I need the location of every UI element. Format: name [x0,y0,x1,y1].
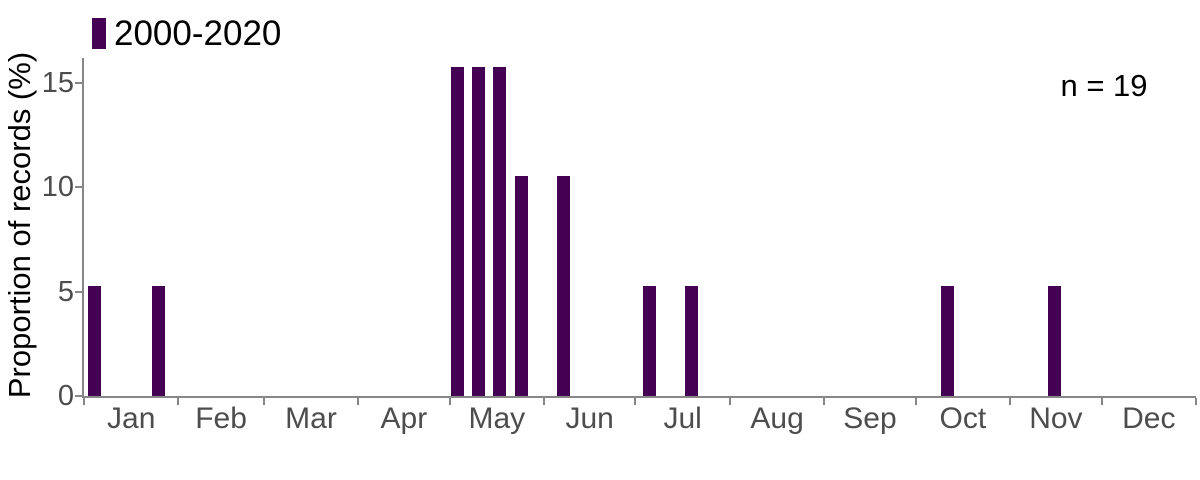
x-axis-label: Dec [1122,402,1176,435]
x-axis-tick [1195,398,1197,405]
bar [88,286,102,396]
x-axis-tick [448,398,451,405]
x-axis-tick [83,398,85,405]
x-axis-label: Sep [843,402,897,435]
x-axis-label: Mar [285,402,337,435]
y-axis-tick [75,186,82,189]
y-axis-tick-label: 15 [41,67,74,99]
plot-area: Jan Feb Mar Apr May Jun Jul Aug Sep Oct Nov Dec 0 5 10… [42,58,1197,435]
x-axis-tick [634,398,637,405]
bar [1047,286,1061,396]
x-axis-label: Jul [663,402,702,435]
y-axis-tick [75,290,82,293]
x-axis-tick [1009,398,1012,405]
y-axis-tick-label: 0 [57,380,74,412]
x-axis-label: Jun [565,402,614,435]
x-axis-label: May [468,402,526,435]
x-axis-tick [1100,398,1103,405]
legend: 2000-2020 [92,16,281,51]
legend-color-swatch [92,18,106,49]
x-axis-tick [357,398,360,405]
x-axis-tick [177,398,180,405]
bar [941,286,955,396]
x-axis-tick [262,398,265,405]
x-axis-label: Jan [107,402,156,435]
bar [472,66,485,396]
bar [514,176,528,396]
legend-label: 2000-2020 [114,14,282,53]
x-axis-tick [914,398,917,405]
bar [493,66,507,396]
y-axis-line [82,58,84,398]
sample-size-annotation: n = 19 [1060,68,1148,103]
y-axis-tick [75,395,82,397]
x-axis-label: Oct [939,402,987,435]
x-axis-label: Nov [1029,402,1083,435]
bar [450,66,464,396]
bar [642,286,656,396]
bar [685,286,699,396]
x-axis-tick [823,398,826,405]
x-axis-label: Aug [750,402,804,435]
y-axis-tick-label: 10 [41,171,74,204]
x-axis-label: Feb [195,402,247,435]
x-axis-tick [728,398,731,405]
y-axis-tick [75,82,82,84]
bar [557,176,571,396]
x-axis-tick [543,398,545,405]
y-axis-tick-label: 5 [57,275,74,308]
x-axis-label: Apr [380,402,428,435]
x-axis-line [82,396,1196,398]
bar [152,286,166,396]
